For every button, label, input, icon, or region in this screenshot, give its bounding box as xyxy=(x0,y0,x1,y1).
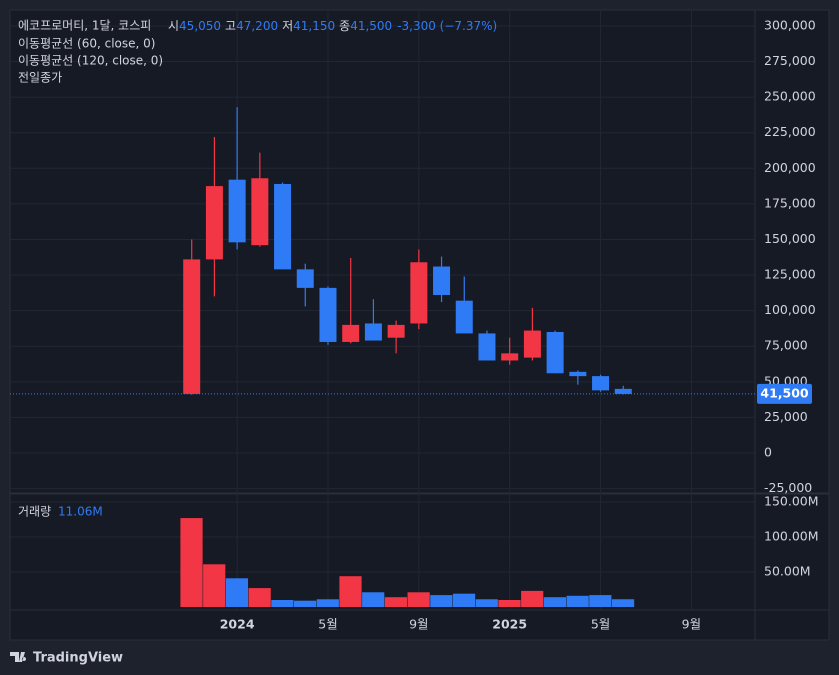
x-tick-label: 2025 xyxy=(492,617,527,632)
volume-bar xyxy=(452,593,476,607)
volume-bar xyxy=(384,597,408,607)
y-tick-label: 25,000 xyxy=(764,409,808,424)
volume-bar xyxy=(498,599,521,607)
ohlc-value: 47,200 xyxy=(236,19,278,33)
y-tick-label: 250,000 xyxy=(764,89,816,104)
ohlc-key: 종 xyxy=(339,19,350,33)
logo[interactable]: TradingView xyxy=(10,651,123,666)
brand: TradingView xyxy=(33,651,123,666)
x-tick-label: 2024 xyxy=(220,617,255,632)
volume-bar xyxy=(339,576,362,607)
y-tick-label: 200,000 xyxy=(764,160,816,175)
volume-bar xyxy=(293,600,317,607)
candle-body xyxy=(546,332,564,374)
candle-body xyxy=(296,269,314,288)
volume-bar xyxy=(407,592,430,607)
ohlc-value: 41,150 xyxy=(293,19,335,33)
volume-tick-label: 100.00M xyxy=(764,528,819,543)
candle-body xyxy=(274,183,292,270)
volume-bar xyxy=(225,578,249,607)
candle-body xyxy=(523,330,541,358)
volume-tick-label: 50.00M xyxy=(764,563,811,578)
x-tick-label: 5월 xyxy=(318,617,337,632)
volume-bar xyxy=(180,518,203,607)
ohlc-key: 고 xyxy=(225,19,236,33)
candle-body xyxy=(205,186,223,260)
chart-title: 에코프로머티, 1달, 코스피 xyxy=(18,19,151,33)
candle-body xyxy=(342,324,360,342)
candle-body xyxy=(410,262,428,324)
candle-body xyxy=(501,353,519,361)
study-label: 전일종가 xyxy=(18,71,62,85)
y-tick-label: 125,000 xyxy=(764,267,816,282)
y-tick-label: 150,000 xyxy=(764,231,816,246)
labels: 300,000 275,000 250,000 225,000 200,000 175,0… xyxy=(220,17,819,631)
volume-bar xyxy=(611,599,635,607)
x-tick-label: 9월 xyxy=(409,617,428,632)
candle-body xyxy=(364,323,382,341)
candle-body xyxy=(614,388,632,394)
last-price-tag xyxy=(757,383,812,404)
last-price-label: 41,500 xyxy=(760,385,809,400)
y-tick-label: 175,000 xyxy=(764,195,816,210)
volume-bar xyxy=(362,592,385,607)
candle-body xyxy=(387,324,405,338)
study-label: 이동평균선 (60, close, 0) xyxy=(18,37,155,51)
volume-bar xyxy=(248,588,271,607)
volume-bar xyxy=(271,599,294,607)
volume-bar xyxy=(203,564,226,607)
ohlc-legend: 시45,050 고47,200 저41,150 종41,500 -3,300 (−7.3… xyxy=(168,19,497,33)
y-tick-label: -25,000 xyxy=(764,480,812,495)
volume-bar xyxy=(589,595,612,607)
change: -3,300 (−7.37%) xyxy=(397,19,497,33)
chart-panel xyxy=(9,9,830,641)
candle-body xyxy=(433,266,451,295)
ohlc-value: 41,500 xyxy=(350,19,392,33)
volume-bar xyxy=(566,595,589,607)
candle-body xyxy=(478,333,496,361)
logo-icon xyxy=(10,652,27,662)
study-label: 이동평균선 (120, close, 0) xyxy=(18,54,163,68)
y-tick-label: 0 xyxy=(764,444,772,459)
ohlc-key: 시 xyxy=(168,19,179,33)
ohlc-value: 45,050 xyxy=(179,19,221,33)
volume-title: 거래량 xyxy=(18,505,51,519)
x-tick-label: 9월 xyxy=(682,617,701,632)
candle-body xyxy=(228,179,246,243)
volume-bar xyxy=(543,597,567,607)
y-tick-label: 300,000 xyxy=(764,17,816,32)
volume-bar xyxy=(316,599,339,607)
candle-body xyxy=(569,371,587,377)
volume-bar xyxy=(475,599,498,607)
candle-body xyxy=(592,376,610,391)
volume-bar xyxy=(521,590,544,607)
candle-body xyxy=(319,287,337,342)
volume-bar xyxy=(430,595,453,607)
volume-tick-label: 150.00M xyxy=(764,493,819,508)
x-tick-label: 5월 xyxy=(591,617,610,632)
ohlc-key: 저 xyxy=(282,19,293,33)
y-tick-label: 75,000 xyxy=(764,338,808,353)
y-tick-label: 225,000 xyxy=(764,124,816,139)
volume-value: 11.06M xyxy=(58,505,103,519)
candle-body xyxy=(251,178,269,246)
candle-body xyxy=(455,300,473,334)
marks xyxy=(10,107,755,607)
candle-body xyxy=(183,259,201,394)
y-tick-label: 100,000 xyxy=(764,302,816,317)
y-tick-label: 275,000 xyxy=(764,53,816,68)
